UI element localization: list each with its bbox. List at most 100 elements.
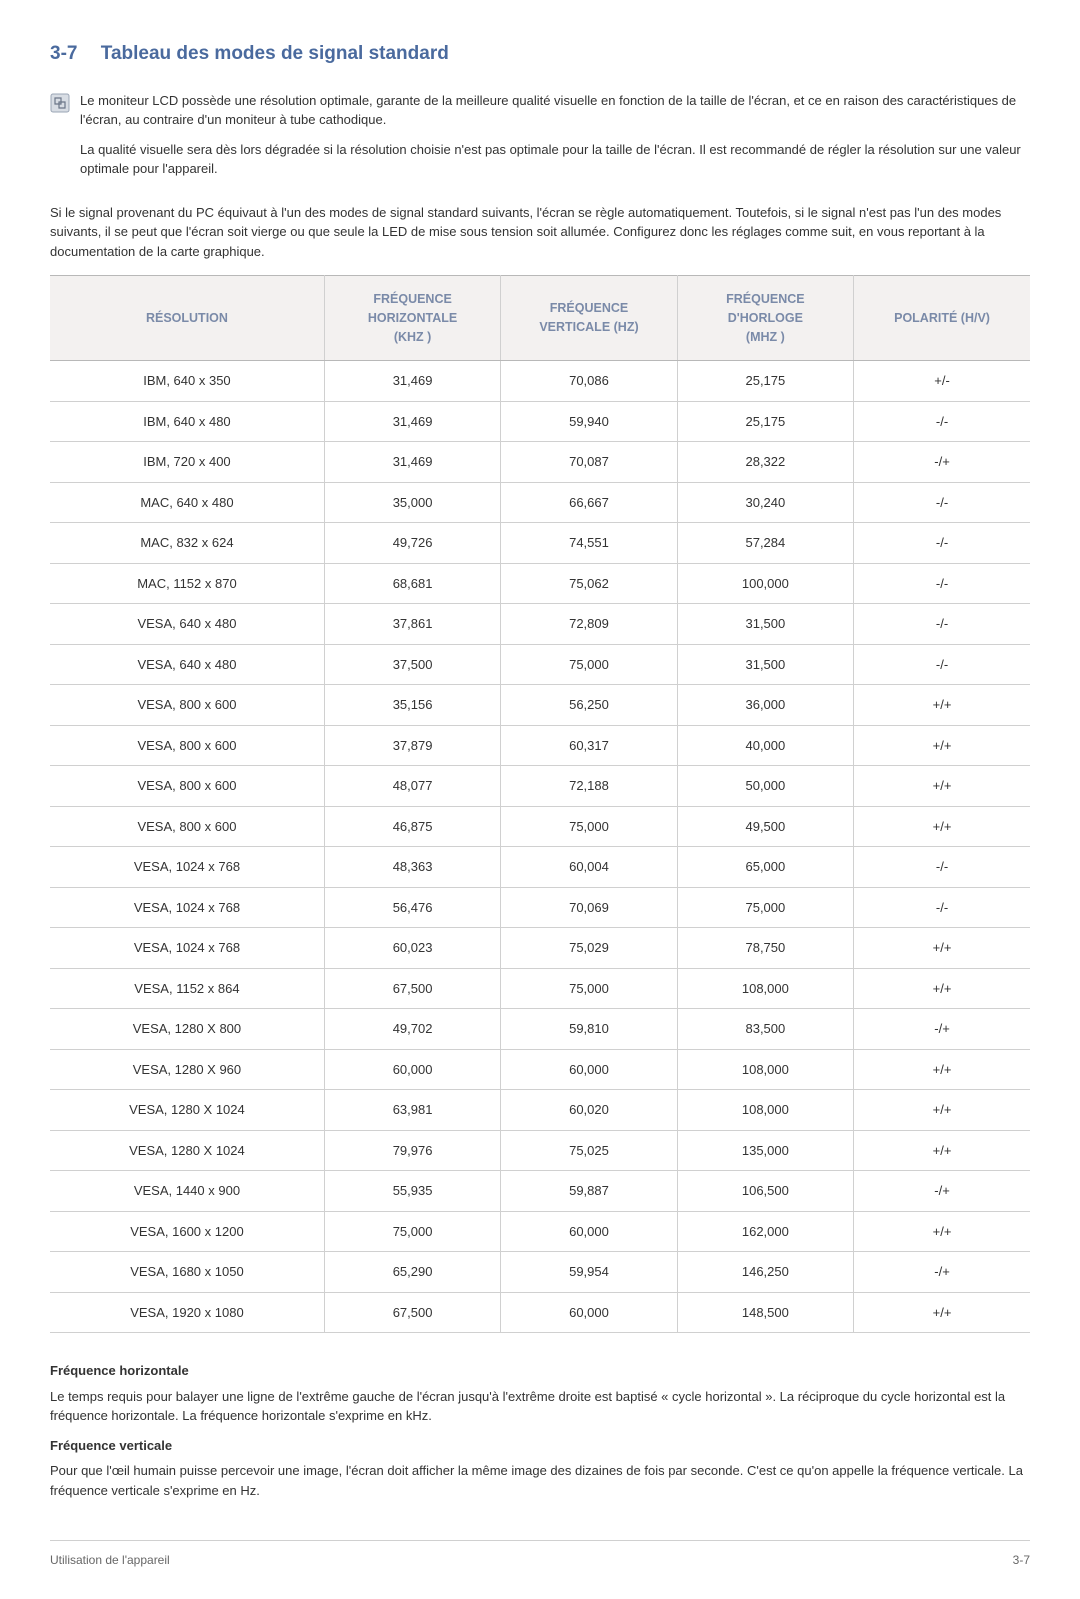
table-cell: 60,023 [324,928,500,969]
table-cell: +/+ [854,766,1030,807]
table-cell: 135,000 [677,1130,853,1171]
table-cell: 108,000 [677,1090,853,1131]
table-cell: 72,188 [501,766,677,807]
table-cell: 60,004 [501,847,677,888]
horizontal-freq-heading: Fréquence horizontale [50,1361,1030,1381]
table-cell: 50,000 [677,766,853,807]
table-cell: 60,000 [324,1049,500,1090]
table-cell: 60,000 [501,1211,677,1252]
table-cell: +/+ [854,725,1030,766]
page-footer: Utilisation de l'appareil 3-7 [50,1540,1030,1569]
table-cell: 49,726 [324,523,500,564]
table-cell: 46,875 [324,806,500,847]
table-cell: VESA, 800 x 600 [50,806,324,847]
table-row: VESA, 640 x 48037,86172,80931,500-/- [50,604,1030,645]
table-cell: 37,879 [324,725,500,766]
table-cell: VESA, 640 x 480 [50,644,324,685]
table-cell: 37,500 [324,644,500,685]
table-cell: 31,469 [324,401,500,442]
table-cell: 31,500 [677,644,853,685]
table-row: VESA, 800 x 60035,15656,25036,000+/+ [50,685,1030,726]
table-cell: VESA, 1280 X 800 [50,1009,324,1050]
note-box: Le moniteur LCD possède une résolution o… [50,91,1030,189]
table-row: IBM, 640 x 48031,46959,94025,175-/- [50,401,1030,442]
table-cell: 83,500 [677,1009,853,1050]
table-cell: 65,290 [324,1252,500,1293]
table-row: VESA, 1600 x 120075,00060,000162,000+/+ [50,1211,1030,1252]
note-icon [50,93,70,113]
table-header-cell: POLARITÉ (H/V) [854,276,1030,361]
table-row: IBM, 640 x 35031,46970,08625,175+/- [50,361,1030,402]
table-row: VESA, 640 x 48037,50075,00031,500-/- [50,644,1030,685]
table-cell: 63,981 [324,1090,500,1131]
table-cell: 31,469 [324,442,500,483]
table-cell: VESA, 640 x 480 [50,604,324,645]
table-cell: 67,500 [324,1292,500,1333]
table-cell: MAC, 1152 x 870 [50,563,324,604]
section-heading: 3-7 Tableau des modes de signal standard [50,40,1030,69]
table-cell: -/+ [854,1171,1030,1212]
table-cell: VESA, 1280 X 1024 [50,1090,324,1131]
table-cell: 49,500 [677,806,853,847]
table-cell: +/+ [854,928,1030,969]
signal-modes-table: RÉSOLUTIONFRÉQUENCEHORIZONTALE(KHZ )FRÉQ… [50,275,1030,1333]
table-row: VESA, 1920 x 108067,50060,000148,500+/+ [50,1292,1030,1333]
table-cell: 55,935 [324,1171,500,1212]
table-cell: +/+ [854,1090,1030,1131]
table-cell: 70,086 [501,361,677,402]
table-cell: 59,810 [501,1009,677,1050]
table-cell: +/+ [854,685,1030,726]
table-cell: 36,000 [677,685,853,726]
table-cell: 74,551 [501,523,677,564]
table-cell: 25,175 [677,361,853,402]
table-cell: +/+ [854,1049,1030,1090]
table-row: VESA, 1280 X 102463,98160,020108,000+/+ [50,1090,1030,1131]
table-cell: 56,250 [501,685,677,726]
table-cell: -/- [854,401,1030,442]
table-row: VESA, 800 x 60046,87575,00049,500+/+ [50,806,1030,847]
table-cell: 108,000 [677,968,853,1009]
table-header-cell: FRÉQUENCED'HORLOGE(MHZ ) [677,276,853,361]
footer-right: 3-7 [1013,1551,1030,1569]
table-cell: 148,500 [677,1292,853,1333]
table-row: MAC, 1152 x 87068,68175,062100,000-/- [50,563,1030,604]
table-cell: 75,000 [324,1211,500,1252]
table-cell: -/+ [854,1252,1030,1293]
table-cell: VESA, 800 x 600 [50,766,324,807]
table-row: IBM, 720 x 40031,46970,08728,322-/+ [50,442,1030,483]
table-row: VESA, 1440 x 90055,93559,887106,500-/+ [50,1171,1030,1212]
table-cell: 75,025 [501,1130,677,1171]
table-cell: 66,667 [501,482,677,523]
table-cell: 70,087 [501,442,677,483]
table-cell: 75,000 [501,644,677,685]
table-cell: +/+ [854,1211,1030,1252]
table-cell: MAC, 640 x 480 [50,482,324,523]
table-cell: VESA, 800 x 600 [50,685,324,726]
table-cell: IBM, 640 x 480 [50,401,324,442]
table-cell: 49,702 [324,1009,500,1050]
table-cell: -/+ [854,442,1030,483]
table-cell: 108,000 [677,1049,853,1090]
table-cell: 31,500 [677,604,853,645]
table-cell: 75,029 [501,928,677,969]
table-cell: +/+ [854,806,1030,847]
table-cell: 48,077 [324,766,500,807]
table-cell: 65,000 [677,847,853,888]
table-cell: VESA, 800 x 600 [50,725,324,766]
table-cell: -/- [854,887,1030,928]
table-cell: 146,250 [677,1252,853,1293]
table-row: VESA, 1024 x 76856,47670,06975,000-/- [50,887,1030,928]
table-cell: +/- [854,361,1030,402]
table-cell: 60,000 [501,1292,677,1333]
horizontal-freq-text: Le temps requis pour balayer une ligne d… [50,1387,1030,1426]
table-cell: VESA, 1440 x 900 [50,1171,324,1212]
table-cell: 28,322 [677,442,853,483]
table-cell: 75,000 [501,806,677,847]
table-cell: -/- [854,604,1030,645]
table-row: VESA, 1280 X 102479,97675,025135,000+/+ [50,1130,1030,1171]
table-cell: 31,469 [324,361,500,402]
table-row: VESA, 800 x 60037,87960,31740,000+/+ [50,725,1030,766]
table-cell: 59,940 [501,401,677,442]
table-cell: 37,861 [324,604,500,645]
table-cell: VESA, 1024 x 768 [50,847,324,888]
